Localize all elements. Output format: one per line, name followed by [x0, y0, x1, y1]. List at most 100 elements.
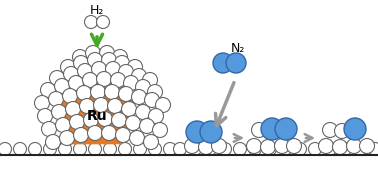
- Circle shape: [73, 49, 87, 64]
- Circle shape: [263, 143, 276, 156]
- Circle shape: [174, 143, 186, 156]
- Circle shape: [335, 124, 350, 139]
- Circle shape: [91, 61, 107, 77]
- Circle shape: [125, 115, 141, 130]
- Circle shape: [200, 121, 222, 143]
- Circle shape: [152, 122, 167, 137]
- Circle shape: [87, 125, 102, 140]
- Circle shape: [139, 118, 155, 134]
- Circle shape: [147, 84, 163, 99]
- Circle shape: [130, 130, 144, 146]
- Circle shape: [73, 127, 88, 143]
- Circle shape: [333, 140, 347, 155]
- Circle shape: [84, 112, 99, 127]
- Circle shape: [135, 105, 150, 120]
- Circle shape: [260, 140, 276, 155]
- Circle shape: [40, 83, 56, 98]
- Circle shape: [251, 122, 266, 137]
- Circle shape: [102, 52, 116, 68]
- Circle shape: [155, 98, 170, 112]
- Circle shape: [90, 84, 105, 99]
- Circle shape: [133, 143, 147, 156]
- Circle shape: [248, 143, 262, 156]
- Circle shape: [60, 59, 76, 74]
- Circle shape: [198, 140, 214, 155]
- Circle shape: [82, 73, 98, 87]
- Circle shape: [149, 108, 164, 124]
- Circle shape: [184, 139, 200, 153]
- Circle shape: [50, 71, 65, 86]
- Polygon shape: [57, 64, 137, 144]
- Circle shape: [85, 15, 98, 29]
- Circle shape: [324, 143, 336, 156]
- Text: Ru: Ru: [87, 109, 107, 123]
- Circle shape: [73, 55, 88, 71]
- Circle shape: [64, 67, 79, 81]
- Circle shape: [132, 68, 147, 83]
- Circle shape: [116, 127, 130, 143]
- Circle shape: [322, 122, 338, 137]
- Circle shape: [42, 121, 56, 137]
- Circle shape: [93, 98, 108, 112]
- Circle shape: [261, 118, 283, 140]
- Circle shape: [344, 118, 366, 140]
- Circle shape: [37, 108, 53, 124]
- Circle shape: [96, 71, 112, 86]
- Circle shape: [96, 15, 110, 29]
- Circle shape: [275, 118, 297, 140]
- Circle shape: [186, 121, 208, 143]
- Circle shape: [189, 143, 201, 156]
- Circle shape: [359, 139, 375, 153]
- Circle shape: [102, 125, 116, 140]
- Circle shape: [70, 115, 85, 130]
- Circle shape: [48, 92, 64, 106]
- Circle shape: [118, 64, 133, 80]
- Circle shape: [34, 96, 50, 111]
- Circle shape: [149, 143, 161, 156]
- Text: N₂: N₂: [231, 42, 245, 55]
- Circle shape: [274, 139, 290, 153]
- Circle shape: [14, 143, 26, 156]
- Circle shape: [124, 76, 138, 90]
- Circle shape: [279, 143, 291, 156]
- Circle shape: [79, 99, 94, 114]
- Circle shape: [88, 143, 102, 156]
- Circle shape: [105, 61, 121, 77]
- Circle shape: [319, 139, 333, 153]
- Circle shape: [65, 102, 81, 117]
- Text: H₂: H₂: [90, 4, 104, 17]
- Circle shape: [293, 143, 307, 156]
- Circle shape: [113, 49, 127, 64]
- Circle shape: [115, 55, 130, 71]
- Circle shape: [347, 139, 361, 153]
- Circle shape: [104, 84, 119, 99]
- Circle shape: [56, 118, 71, 133]
- Circle shape: [54, 78, 70, 93]
- Circle shape: [234, 143, 246, 156]
- Circle shape: [127, 59, 143, 74]
- Circle shape: [110, 73, 125, 87]
- Circle shape: [369, 143, 378, 156]
- Circle shape: [308, 143, 322, 156]
- Circle shape: [28, 143, 42, 156]
- Circle shape: [43, 143, 56, 156]
- Circle shape: [218, 143, 231, 156]
- Circle shape: [164, 143, 177, 156]
- Circle shape: [143, 73, 158, 87]
- Circle shape: [104, 143, 116, 156]
- Circle shape: [353, 143, 367, 156]
- Circle shape: [76, 86, 91, 100]
- Circle shape: [118, 143, 132, 156]
- Circle shape: [246, 139, 262, 153]
- Circle shape: [144, 93, 160, 108]
- Circle shape: [98, 112, 113, 127]
- Circle shape: [132, 90, 147, 105]
- Circle shape: [99, 46, 115, 61]
- Circle shape: [135, 80, 150, 95]
- Circle shape: [226, 53, 246, 73]
- Circle shape: [45, 134, 60, 149]
- Circle shape: [339, 143, 352, 156]
- Circle shape: [203, 143, 217, 156]
- Circle shape: [62, 89, 77, 103]
- Circle shape: [68, 76, 84, 90]
